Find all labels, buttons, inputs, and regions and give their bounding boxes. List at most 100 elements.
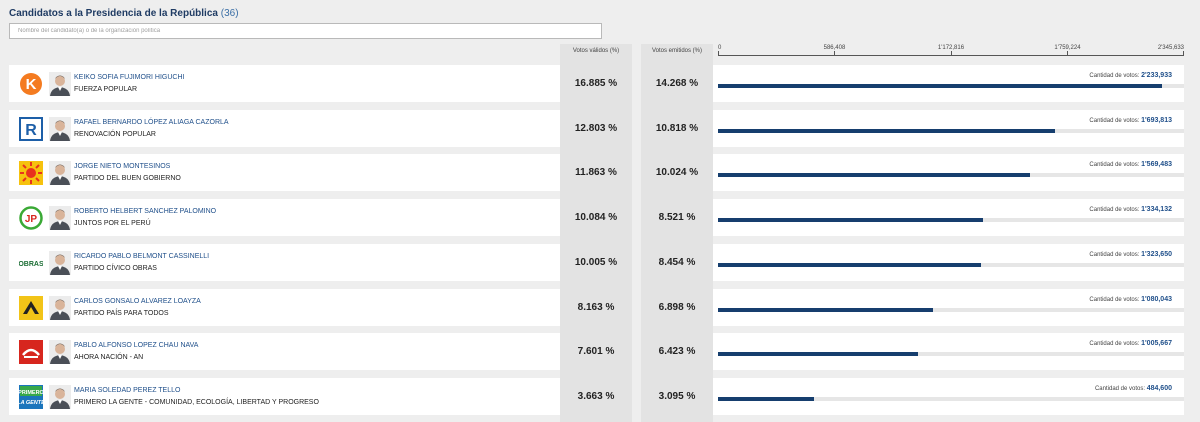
- candidate-photo: [49, 161, 71, 186]
- axis-tick-label: 1'172,816: [937, 45, 965, 51]
- row-bar-card: [713, 109, 1184, 147]
- row-bar-card: [713, 199, 1184, 237]
- row-card: [9, 65, 560, 102]
- votes-bar: [718, 262, 981, 267]
- party-name: AHORA NACIÓN - AN: [74, 354, 144, 362]
- candidate-photo: [49, 206, 71, 231]
- candidate-row[interactable]: R RAFAEL BERNARDO LÓPEZ ALIAGA CAZORLA REN…: [9, 109, 1184, 147]
- row-card: [9, 199, 560, 237]
- emitted-votes-percent: 6.423 %: [658, 346, 696, 358]
- votes-bar-track: [718, 128, 1184, 133]
- svg-text:OBRAS: OBRAS: [19, 261, 43, 268]
- candidate-row[interactable]: JP ROBERTO HELBERT SANCHEZ PALOMINO JUNTOS…: [9, 199, 1184, 237]
- candidate-name[interactable]: CARLOS GONSALO ALVAREZ LOAYZA: [74, 297, 201, 305]
- votes-count: Cantidad de votos: 484,600: [1095, 385, 1172, 392]
- axis-tick-label: 586,408: [823, 45, 846, 51]
- votes-value: 1'569,483: [1141, 161, 1172, 169]
- emitted-votes-percent: 8.454 %: [658, 256, 696, 268]
- row-bar-card: [713, 333, 1184, 371]
- candidate-name[interactable]: KEIKO SOFIA FUJIMORI HIGUCHI: [74, 74, 185, 81]
- candidate-photo: [49, 340, 71, 365]
- column-header-valid-votes[interactable]: Votos válidos (%): [572, 48, 620, 54]
- votes-value: 1'334,132: [1141, 206, 1172, 214]
- votes-count: Cantidad de votos: 1'569,483: [1089, 161, 1172, 168]
- votes-bar-track: [718, 84, 1184, 88]
- party-name: PRIMERO LA GENTE - COMUNIDAD, ECOLOGÍA, …: [74, 398, 319, 406]
- votes-bar-track: [718, 307, 1184, 312]
- candidate-name[interactable]: PABLO ALFONSO LOPEZ CHAU NAVA: [74, 342, 199, 350]
- votes-bar-track: [718, 396, 1184, 401]
- votes-count: Cantidad de votos: 1'080,043: [1089, 296, 1172, 303]
- candidate-row[interactable]: PRIMERO LA GENTE MARIA SOLEDAD PEREZ TELLO…: [9, 377, 1184, 415]
- votes-value: 484,600: [1146, 384, 1172, 392]
- candidate-name[interactable]: MARIA SOLEDAD PEREZ TELLO: [74, 386, 181, 394]
- row-bar-card: [713, 288, 1184, 326]
- votes-label: Cantidad de votos:: [1089, 207, 1140, 214]
- votes-bar: [718, 352, 918, 357]
- candidate-row[interactable]: JORGE NIETO MONTESINOS PARTIDO DEL BUEN G…: [9, 154, 1184, 192]
- axis-tick-label: 1'759,224: [1054, 45, 1081, 51]
- candidate-name[interactable]: RICARDO PABLO BELMONT CASSINELLI: [74, 252, 210, 260]
- emitted-votes-percent: 3.095 %: [658, 390, 696, 402]
- votes-bar: [718, 396, 815, 401]
- valid-votes-percent: 3.663 %: [577, 390, 615, 402]
- candidate-name[interactable]: ROBERTO HELBERT SANCHEZ PALOMINO: [74, 208, 217, 216]
- search-input[interactable]: [9, 23, 602, 39]
- candidate-row[interactable]: K KEIKO SOFIA FUJIMORI HIGUCHI FUERZA POPU…: [9, 65, 1184, 102]
- valid-votes-percent: 7.601 %: [577, 346, 615, 358]
- column-header-emitted-votes[interactable]: Votos emitidos (%): [651, 48, 703, 54]
- party-name: PARTIDO CÍVICO OBRAS: [74, 264, 157, 272]
- valid-votes-percent: 16.885 %: [574, 78, 618, 89]
- title-text: Candidatos a la Presidencia de la Repúbl…: [9, 8, 218, 19]
- axis-tick: [1183, 51, 1184, 56]
- valid-votes-percent: 10.005 %: [574, 256, 618, 268]
- candidate-photo: [49, 295, 71, 320]
- valid-votes-percent: 12.803 %: [574, 122, 618, 134]
- primero-la-gente-logo-icon: PRIMERO LA GENTE: [19, 384, 43, 409]
- ahora-nacion-logo-icon: [19, 340, 43, 365]
- candidate-name[interactable]: JORGE NIETO MONTESINOS: [74, 163, 171, 171]
- votes-value: 2'233,933: [1141, 72, 1172, 79]
- party-name: RENOVACIÓN POPULAR: [74, 130, 156, 138]
- votes-label: Cantidad de votos:: [1089, 296, 1140, 303]
- candidate-row[interactable]: PABLO ALFONSO LOPEZ CHAU NAVA AHORA NACIÓ…: [9, 333, 1184, 371]
- row-card: [9, 333, 560, 371]
- row-bar-card: [713, 243, 1184, 281]
- valid-votes-percent: 8.163 %: [577, 301, 615, 313]
- row-bar-card: [713, 154, 1184, 192]
- pais-para-todos-logo-icon: [19, 295, 43, 320]
- candidate-count: (36): [220, 8, 239, 19]
- row-card: [9, 109, 560, 147]
- candidate-row[interactable]: OBRAS RICARDO PABLO BELMONT CASSINELLI PAR…: [9, 243, 1184, 281]
- party-name: PARTIDO PAÍS PARA TODOS: [74, 309, 169, 317]
- votes-bar: [718, 84, 1162, 88]
- votes-bar-track: [718, 218, 1184, 223]
- row-bar-card: [713, 65, 1184, 102]
- votes-bar: [718, 218, 984, 223]
- votes-bar-track: [718, 352, 1184, 357]
- row-card: [9, 288, 560, 326]
- candidate-photo: [49, 384, 71, 409]
- votes-bar-track: [718, 262, 1184, 267]
- votes-label: Cantidad de votos:: [1089, 341, 1140, 348]
- emitted-votes-percent: 14.268 %: [655, 78, 699, 89]
- sun-logo-icon: [19, 161, 43, 186]
- svg-text:K: K: [26, 76, 37, 93]
- candidate-photo: [49, 250, 71, 275]
- votes-count: Cantidad de votos: 1'005,667: [1089, 340, 1172, 347]
- emitted-votes-percent: 10.024 %: [655, 167, 699, 179]
- votes-label: Cantidad de votos:: [1094, 385, 1146, 392]
- candidate-name[interactable]: RAFAEL BERNARDO LÓPEZ ALIAGA CAZORLA: [74, 118, 229, 126]
- emitted-votes-percent: 10.818 %: [655, 122, 699, 134]
- page-title: Candidatos a la Presidencia de la Repúbl…: [9, 8, 239, 19]
- row-card: [9, 377, 560, 415]
- emitted-votes-percent: 8.521 %: [658, 212, 696, 224]
- party-name: PARTIDO DEL BUEN GOBIERNO: [74, 175, 181, 183]
- votes-value: 1'080,043: [1141, 295, 1172, 303]
- party-name: JUNTOS POR EL PERÚ: [74, 220, 151, 228]
- valid-votes-percent: 10.084 %: [574, 212, 618, 224]
- candidate-row[interactable]: CARLOS GONSALO ALVAREZ LOAYZA PARTIDO PAÍ…: [9, 288, 1184, 326]
- votes-bar: [718, 173, 1030, 178]
- candidate-photo: [49, 116, 71, 141]
